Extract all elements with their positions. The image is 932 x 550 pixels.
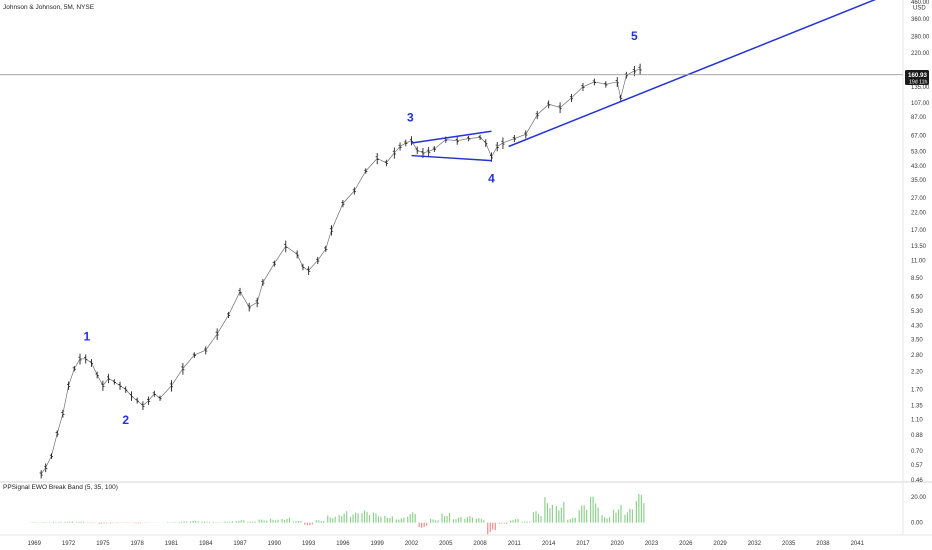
x-tick-label: 2002 [405, 541, 419, 547]
y-tick-label: 220.00 [911, 51, 930, 57]
y-tick-label: 1.35 [911, 403, 923, 409]
x-tick-label: 2026 [679, 541, 693, 547]
y-tick-label: 0.88 [911, 433, 923, 439]
trendlines[interactable] [411, 0, 903, 162]
indicator-y-tick-label: 0.00 [911, 521, 923, 527]
wave-label: 3 [407, 110, 414, 124]
y-tick-label: 6.50 [911, 295, 923, 301]
x-tick-label: 1978 [130, 541, 144, 547]
price-series [39, 63, 642, 479]
x-tick-label: 2032 [748, 541, 762, 547]
x-tick-label: 2020 [611, 541, 625, 547]
x-tick-label: 1999 [371, 541, 385, 547]
x-tick-label: 1969 [28, 541, 42, 547]
x-tick-label: 1981 [165, 541, 179, 547]
y-tick-label: 107.00 [911, 101, 930, 107]
x-tick-label: 2017 [576, 541, 590, 547]
y-tick-label: 4.30 [911, 323, 923, 329]
y-tick-label: 0.70 [911, 449, 923, 455]
y-tick-label: 135.00 [911, 85, 930, 91]
x-tick-labels: 1969 1972 1975 1978 1981 1984 1987 1990 1993 1996… [28, 541, 865, 547]
countdown-value: 19d 11h [909, 80, 927, 86]
y-tick-label: 280.00 [911, 34, 930, 40]
x-tick-label: 1984 [199, 541, 213, 547]
indicator-bars [29, 493, 645, 535]
y-tick-label: 43.00 [911, 164, 927, 170]
indicator-y-tick-label: 20.00 [911, 495, 927, 501]
last-price-badge [905, 70, 929, 85]
y-tick-label: 27.00 [911, 196, 927, 202]
price-pane[interactable]: 1 2 3 4 5 [0, 0, 903, 479]
y-tick-label: 53.00 [911, 150, 927, 156]
y-tick-label: 35.00 [911, 178, 927, 184]
y-tick-label: 8.50 [911, 276, 923, 282]
wave-labels: 1 2 3 4 5 [84, 29, 639, 427]
y-tick-label: 1.70 [911, 388, 923, 394]
y-tick-label: 17.00 [911, 228, 927, 234]
y-tick-label: 3.50 [911, 338, 923, 344]
x-tick-label: 2035 [782, 541, 796, 547]
y-tick-label: 22.00 [911, 210, 927, 216]
x-tick-label: 1975 [96, 541, 110, 547]
x-tick-label: 2023 [645, 541, 659, 547]
price-line [40, 68, 641, 475]
x-tick-label: 2011 [508, 541, 522, 547]
indicator-title[interactable]: PPSignal EWO Break Band (5, 35, 100) [3, 484, 118, 491]
y-tick-label: 87.00 [911, 115, 927, 121]
time-scale[interactable]: 1969 1972 1975 1978 1981 1984 1987 1990 1993 1996… [0, 534, 932, 547]
trendline[interactable] [508, 0, 903, 148]
trendline[interactable] [411, 154, 492, 162]
y-tick-label: 360.00 [911, 17, 930, 23]
x-tick-label: 2014 [542, 541, 556, 547]
y-tick-label: 5.30 [911, 309, 923, 315]
y-tick-label: 1.10 [911, 418, 923, 424]
y-tick-label: 2.80 [911, 353, 923, 359]
x-tick-label: 2038 [816, 541, 830, 547]
last-price-value: 160.93 [908, 72, 927, 79]
x-tick-label: 2008 [473, 541, 487, 547]
x-tick-label: 1990 [268, 541, 282, 547]
y-tick-label: 460.00 [911, 0, 930, 6]
wave-label: 5 [631, 29, 638, 43]
price-scale[interactable]: 0.46 0.57 0.70 0.88 1.10 1.35 1.70 2.20 2.80 3.50… [902, 0, 930, 535]
y-tick-label: 11.00 [911, 258, 926, 264]
chart-title[interactable]: Johnson & Johnson, 5M, NYSE [3, 4, 95, 11]
y-tick-label: 0.46 [911, 478, 923, 484]
y-tick-labels: 0.46 0.57 0.70 0.88 1.10 1.35 1.70 2.20 2.80 3.50… [911, 0, 930, 484]
x-tick-label: 1987 [233, 541, 247, 547]
y-tick-label: 0.57 [911, 463, 923, 469]
x-tick-label: 1972 [62, 541, 76, 547]
trendline[interactable] [411, 130, 492, 144]
y-tick-label: 67.00 [911, 133, 927, 139]
currency-label: USD [913, 6, 926, 12]
x-tick-label: 2041 [851, 541, 865, 547]
indicator-pane[interactable] [29, 493, 645, 535]
wave-label: 1 [84, 330, 91, 344]
x-tick-label: 2029 [713, 541, 727, 547]
indicator-y-tick-labels: 20.00 0.00 [911, 495, 927, 527]
x-tick-label: 1993 [302, 541, 316, 547]
x-tick-label: 1996 [336, 541, 350, 547]
y-tick-label: 13.50 [911, 244, 927, 250]
wave-label: 2 [122, 413, 129, 427]
wave-label: 4 [488, 172, 495, 186]
x-tick-label: 2005 [439, 541, 453, 547]
y-tick-label: 2.20 [911, 370, 923, 376]
